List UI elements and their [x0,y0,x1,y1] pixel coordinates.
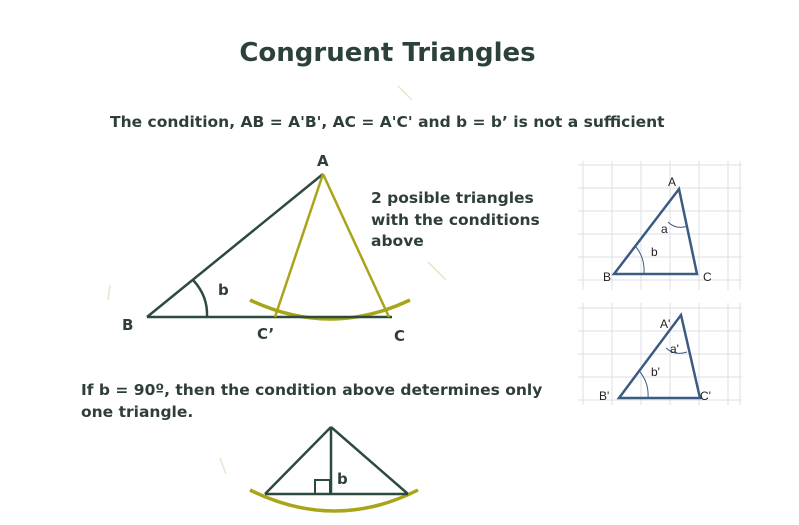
grid2-label-b: B' [599,389,609,403]
right-angle-marker [314,479,331,495]
angle-b-arc [192,279,209,318]
main-triangle-diagram: A B C C’ b [122,152,411,345]
grid2-label-c: C' [700,389,711,403]
grid1-label-c: C [703,270,712,284]
vertex-label-c: C [394,327,405,345]
bottom-left-side [264,426,332,495]
vertex-label-c-prime: C’ [257,325,274,343]
bottom-compass-arc [249,488,419,513]
bottom-angle-label-b: b [337,470,348,488]
side-ab [146,173,324,318]
grid-panel-2: A' B' C' a' b' [578,303,742,405]
grid1-angle-b: b [651,245,658,259]
angle-b-small-arc [635,246,645,275]
right-angle-statement: If b = 90º, then the condition above det… [81,381,543,421]
possible-triangles-note: 2 posible triangles with the conditions … [371,189,540,250]
vertex-label-b: B [122,316,133,334]
vertex-label-a: A [317,152,329,170]
blue-triangle-abc [611,186,699,276]
grid2-label-a: A' [660,317,670,331]
side-ac-prime [273,173,325,318]
angle-label-b: b [218,281,229,299]
grid2-angle-a: a' [670,342,679,356]
angle-a-arc [667,221,689,228]
grid1-angle-a: a [661,222,668,236]
condition-statement: The condition, AB = A'B', AC = A'C' and … [110,113,665,131]
angle-b-prime-arc [639,371,649,399]
grid2-angle-b: b' [651,365,660,379]
decorative-strokes [107,85,447,475]
bottom-right-side [330,426,409,495]
grid1-label-a: A [668,175,676,189]
grid1-label-b: B [603,270,611,284]
blue-triangle-prime [616,312,702,400]
page-title: Congruent Triangles [239,38,536,68]
angle-a-prime-arc [665,347,688,354]
right-angle-diagram: b [249,426,419,513]
side-ac [321,173,391,318]
compass-arc [249,298,411,321]
grid-panel-1: A B C a b [578,161,742,290]
